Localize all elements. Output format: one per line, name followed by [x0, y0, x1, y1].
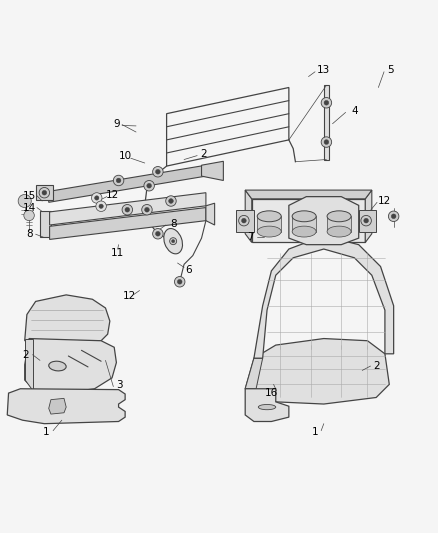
Circle shape: [92, 193, 102, 203]
Circle shape: [99, 204, 103, 208]
Circle shape: [113, 175, 124, 185]
Circle shape: [169, 199, 173, 204]
Polygon shape: [49, 193, 206, 225]
Circle shape: [389, 211, 399, 222]
Text: 12: 12: [106, 190, 119, 200]
Circle shape: [391, 214, 396, 219]
Ellipse shape: [292, 226, 316, 237]
Circle shape: [95, 196, 99, 200]
Circle shape: [152, 229, 163, 239]
Circle shape: [177, 279, 182, 284]
Circle shape: [155, 169, 160, 174]
Circle shape: [142, 205, 152, 215]
Text: 4: 4: [351, 106, 358, 116]
Polygon shape: [245, 389, 289, 422]
Polygon shape: [254, 236, 394, 358]
Circle shape: [125, 207, 130, 212]
Polygon shape: [245, 358, 263, 389]
Ellipse shape: [164, 229, 183, 254]
Circle shape: [144, 181, 154, 191]
Circle shape: [361, 215, 371, 226]
Text: 16: 16: [265, 388, 278, 398]
Ellipse shape: [257, 226, 281, 237]
Circle shape: [39, 188, 49, 198]
Circle shape: [170, 238, 177, 245]
Ellipse shape: [292, 211, 316, 222]
Ellipse shape: [258, 405, 276, 410]
Circle shape: [324, 100, 329, 105]
Polygon shape: [289, 197, 359, 245]
Polygon shape: [365, 190, 372, 243]
Text: 12: 12: [378, 196, 391, 206]
Polygon shape: [324, 85, 329, 159]
Polygon shape: [252, 199, 365, 243]
Polygon shape: [359, 210, 376, 231]
Circle shape: [145, 207, 149, 212]
Text: 12: 12: [123, 291, 136, 301]
Circle shape: [321, 98, 332, 108]
Circle shape: [321, 137, 332, 147]
Polygon shape: [25, 338, 32, 391]
Circle shape: [96, 201, 106, 212]
Circle shape: [152, 166, 163, 177]
Circle shape: [172, 240, 175, 243]
Circle shape: [166, 196, 176, 206]
Polygon shape: [49, 398, 66, 414]
Circle shape: [174, 277, 185, 287]
Polygon shape: [327, 216, 351, 231]
Text: 15: 15: [22, 191, 36, 201]
Circle shape: [122, 205, 133, 215]
Polygon shape: [7, 389, 125, 424]
Circle shape: [18, 195, 31, 207]
Text: 14: 14: [22, 203, 36, 213]
Polygon shape: [35, 185, 53, 200]
Polygon shape: [245, 190, 372, 199]
Circle shape: [116, 178, 121, 183]
Polygon shape: [49, 207, 206, 239]
Circle shape: [42, 190, 47, 195]
Ellipse shape: [327, 211, 351, 222]
Text: 7: 7: [247, 232, 254, 242]
Text: 2: 2: [23, 350, 29, 360]
Polygon shape: [257, 216, 281, 231]
Text: 8: 8: [170, 219, 177, 229]
Text: 5: 5: [387, 64, 394, 75]
Circle shape: [239, 215, 249, 226]
Polygon shape: [245, 338, 389, 404]
Polygon shape: [25, 295, 110, 341]
Polygon shape: [292, 216, 316, 231]
Text: 3: 3: [116, 380, 123, 390]
Circle shape: [364, 219, 368, 223]
Text: 11: 11: [111, 248, 124, 258]
Ellipse shape: [49, 361, 66, 371]
Circle shape: [147, 183, 152, 188]
Text: 2: 2: [374, 361, 380, 371]
Circle shape: [241, 219, 246, 223]
Circle shape: [324, 140, 329, 144]
Polygon shape: [237, 210, 254, 231]
Circle shape: [155, 231, 160, 236]
Polygon shape: [201, 161, 223, 181]
Text: 6: 6: [185, 264, 192, 274]
Polygon shape: [206, 203, 215, 225]
Ellipse shape: [257, 211, 281, 222]
Ellipse shape: [327, 226, 351, 237]
Text: 8: 8: [26, 229, 32, 239]
Polygon shape: [40, 211, 51, 237]
Polygon shape: [245, 190, 252, 243]
Circle shape: [24, 210, 34, 221]
Text: 2: 2: [201, 149, 207, 159]
Polygon shape: [25, 338, 117, 393]
Text: 1: 1: [43, 427, 50, 438]
Text: 13: 13: [317, 64, 330, 75]
Text: 10: 10: [119, 151, 132, 161]
Text: 9: 9: [113, 119, 120, 129]
Polygon shape: [49, 165, 206, 203]
Text: 1: 1: [312, 427, 318, 438]
